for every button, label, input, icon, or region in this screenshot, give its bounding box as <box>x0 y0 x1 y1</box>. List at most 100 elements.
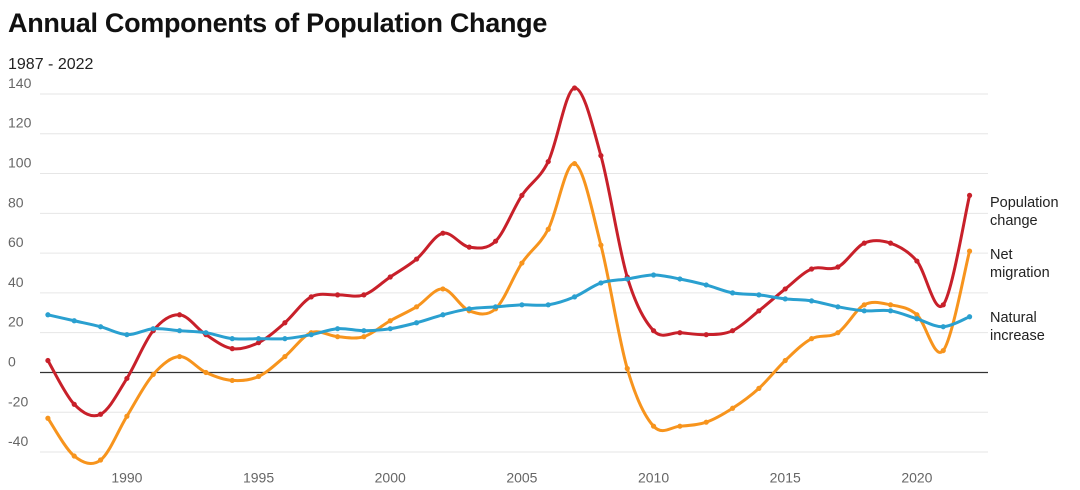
data-point-natural-increase[interactable] <box>650 272 657 278</box>
data-point-population-change[interactable] <box>334 292 341 298</box>
data-point-net-migration[interactable] <box>150 371 156 378</box>
data-point-net-migration[interactable] <box>545 226 551 232</box>
data-point-natural-increase[interactable] <box>940 324 946 330</box>
data-point-population-change[interactable] <box>308 294 314 300</box>
data-point-natural-increase[interactable] <box>71 318 77 324</box>
data-point-population-change[interactable] <box>677 330 683 336</box>
data-point-net-migration[interactable] <box>45 415 51 421</box>
data-point-net-migration[interactable] <box>887 302 894 308</box>
data-point-natural-increase[interactable] <box>677 276 683 282</box>
data-point-net-migration[interactable] <box>677 423 683 429</box>
data-point-population-change[interactable] <box>124 375 130 382</box>
data-point-natural-increase[interactable] <box>782 296 788 302</box>
data-point-net-migration[interactable] <box>835 330 841 336</box>
data-point-net-migration[interactable] <box>282 353 288 360</box>
data-point-natural-increase[interactable] <box>97 324 104 330</box>
data-point-natural-increase[interactable] <box>808 298 815 304</box>
data-point-natural-increase[interactable] <box>203 330 209 336</box>
data-point-population-change[interactable] <box>361 292 367 298</box>
data-point-population-change[interactable] <box>229 346 235 352</box>
data-point-net-migration[interactable] <box>966 248 973 254</box>
data-point-natural-increase[interactable] <box>729 290 736 296</box>
data-point-net-migration[interactable] <box>97 457 104 463</box>
data-point-natural-increase[interactable] <box>308 332 314 338</box>
data-point-net-migration[interactable] <box>413 304 420 310</box>
data-point-natural-increase[interactable] <box>624 276 630 282</box>
data-point-population-change[interactable] <box>45 357 51 364</box>
data-point-natural-increase[interactable] <box>124 332 130 338</box>
data-point-population-change[interactable] <box>914 258 920 264</box>
data-point-natural-increase[interactable] <box>387 326 393 332</box>
data-point-net-migration[interactable] <box>650 423 657 429</box>
data-point-net-migration[interactable] <box>782 357 788 364</box>
data-point-net-migration[interactable] <box>940 347 946 354</box>
data-point-population-change[interactable] <box>650 328 657 334</box>
data-point-net-migration[interactable] <box>624 365 630 372</box>
data-point-net-migration[interactable] <box>176 353 183 360</box>
data-point-net-migration[interactable] <box>914 312 920 318</box>
data-point-net-migration[interactable] <box>571 160 578 167</box>
data-point-population-change[interactable] <box>71 401 77 407</box>
data-point-population-change[interactable] <box>729 328 736 334</box>
data-point-population-change[interactable] <box>571 85 578 91</box>
data-point-natural-increase[interactable] <box>466 306 472 312</box>
data-point-population-change[interactable] <box>756 308 762 314</box>
data-point-population-change[interactable] <box>440 230 446 236</box>
data-point-natural-increase[interactable] <box>703 282 709 288</box>
data-point-net-migration[interactable] <box>440 286 446 292</box>
data-point-natural-increase[interactable] <box>835 304 841 310</box>
data-point-net-migration[interactable] <box>598 242 604 248</box>
data-point-natural-increase[interactable] <box>598 280 604 286</box>
data-point-natural-increase[interactable] <box>914 316 920 322</box>
data-point-natural-increase[interactable] <box>176 328 183 334</box>
data-point-population-change[interactable] <box>808 266 815 272</box>
data-point-net-migration[interactable] <box>124 413 130 419</box>
data-point-net-migration[interactable] <box>808 336 815 342</box>
data-point-net-migration[interactable] <box>519 260 525 266</box>
data-point-population-change[interactable] <box>940 302 946 308</box>
data-point-net-migration[interactable] <box>756 385 762 391</box>
data-point-net-migration[interactable] <box>203 369 209 376</box>
data-point-net-migration[interactable] <box>71 453 77 459</box>
data-point-population-change[interactable] <box>255 340 262 346</box>
data-point-net-migration[interactable] <box>861 302 867 308</box>
data-point-population-change[interactable] <box>282 320 288 326</box>
data-point-population-change[interactable] <box>703 332 709 338</box>
data-point-natural-increase[interactable] <box>229 336 235 342</box>
data-point-population-change[interactable] <box>466 244 472 250</box>
data-point-population-change[interactable] <box>598 153 604 159</box>
data-point-population-change[interactable] <box>545 158 551 165</box>
data-point-population-change[interactable] <box>887 240 894 246</box>
data-point-natural-increase[interactable] <box>255 336 262 342</box>
data-point-natural-increase[interactable] <box>519 302 525 308</box>
data-point-population-change[interactable] <box>966 192 973 199</box>
data-point-net-migration[interactable] <box>334 334 341 340</box>
data-point-net-migration[interactable] <box>229 377 235 384</box>
data-point-natural-increase[interactable] <box>861 308 867 314</box>
data-point-population-change[interactable] <box>835 264 841 270</box>
data-point-natural-increase[interactable] <box>361 328 367 334</box>
data-point-net-migration[interactable] <box>361 334 367 340</box>
data-point-population-change[interactable] <box>97 411 104 417</box>
data-point-population-change[interactable] <box>861 240 867 246</box>
data-point-natural-increase[interactable] <box>413 320 420 326</box>
data-point-natural-increase[interactable] <box>571 294 578 300</box>
data-point-population-change[interactable] <box>492 238 499 244</box>
data-point-net-migration[interactable] <box>729 405 736 411</box>
data-point-natural-increase[interactable] <box>150 326 156 332</box>
data-point-natural-increase[interactable] <box>440 312 446 318</box>
data-point-natural-increase[interactable] <box>966 314 973 320</box>
data-point-net-migration[interactable] <box>703 419 709 425</box>
data-point-population-change[interactable] <box>387 274 393 280</box>
data-point-natural-increase[interactable] <box>756 292 762 298</box>
data-point-natural-increase[interactable] <box>887 308 894 314</box>
data-point-natural-increase[interactable] <box>282 336 288 342</box>
data-point-natural-increase[interactable] <box>545 302 551 308</box>
data-point-population-change[interactable] <box>519 192 525 199</box>
data-point-net-migration[interactable] <box>387 318 393 324</box>
data-point-natural-increase[interactable] <box>334 326 341 332</box>
data-point-population-change[interactable] <box>176 312 183 318</box>
data-point-net-migration[interactable] <box>255 373 262 380</box>
data-point-natural-increase[interactable] <box>45 312 51 318</box>
data-point-natural-increase[interactable] <box>492 304 499 310</box>
